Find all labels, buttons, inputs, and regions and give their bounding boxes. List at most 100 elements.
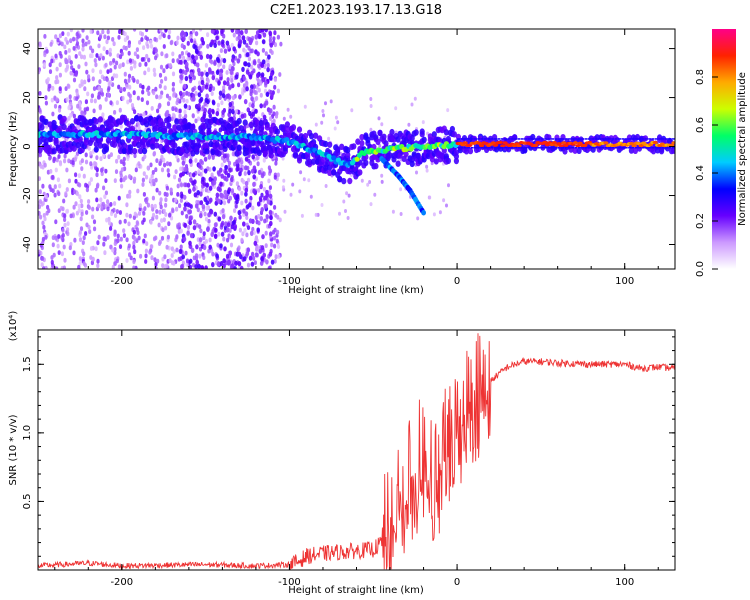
heat-cell [127,91,131,97]
heat-cell [272,104,276,110]
heat-cell [57,154,61,159]
heat-cell [208,237,212,243]
heat-cell [239,29,244,36]
heat-cell [123,37,127,43]
heat-cell [267,54,271,60]
heat-cell [66,31,70,37]
heat-cell [223,194,228,200]
heat-cell [360,178,364,183]
heat-cell [128,98,132,103]
heat-cell [217,216,222,222]
heat-cell [234,74,239,80]
heat-cell [632,147,639,154]
heat-cell [252,230,256,236]
heat-cell [96,30,100,36]
heat-cell [126,59,130,65]
heat-cell [74,172,78,178]
heat-cell [89,161,93,167]
heat-cell [307,158,313,166]
heat-cell [204,238,208,244]
heat-cell [194,31,199,37]
heat-cell [94,165,98,171]
heat-cell [179,59,183,65]
heat-cell [129,118,136,125]
heat-cell [154,142,160,149]
heat-cell [115,158,119,164]
heat-cell [256,161,260,167]
heat-cell [163,85,167,91]
heat-cell [149,244,153,250]
heat-cell [185,67,190,73]
x-tick-label: 100 [615,276,634,287]
heat-cell [96,240,100,246]
heat-cell [44,95,48,100]
heat-cell [38,147,43,154]
heat-cell [69,29,73,33]
heat-cell [270,92,274,98]
heat-cell [188,158,193,164]
heat-cell [273,84,277,90]
heat-cell [143,70,147,76]
colorbar-tick-label: 0.4 [695,165,706,181]
heat-cell [171,81,175,87]
heat-cell [377,129,383,137]
heat-cell [206,78,210,84]
heat-cell [575,144,581,148]
heat-cell [58,161,63,167]
heat-cell [158,239,162,245]
heat-cell [133,211,137,217]
heat-cell [161,263,165,268]
heat-cell [183,31,187,37]
heat-cell [233,224,238,230]
heat-cell [190,150,196,157]
heat-cell [108,51,112,57]
heat-cell [658,147,662,149]
heat-cell [631,138,635,140]
heat-cell [345,191,349,196]
heat-cell [97,122,101,127]
heat-cell [200,116,206,123]
heat-cell [276,34,280,40]
heat-cell [143,206,147,212]
heat-cell [239,265,244,269]
heat-cell [90,165,94,170]
heat-cell [243,99,248,105]
heat-cell [222,153,227,159]
heat-cell [258,248,263,254]
heat-cell [313,132,319,139]
heat-cell [104,190,108,196]
heat-cell [136,54,140,59]
heat-cell [594,147,598,149]
heat-cell [158,72,163,78]
heat-cell [581,138,585,140]
heat-cell [567,138,571,140]
snr-scale-label: (x10⁴) [8,311,19,342]
heat-cell [65,187,69,192]
heat-cell [355,138,361,145]
heat-cell [182,118,188,125]
heat-cell [81,29,85,33]
heat-cell [73,157,77,162]
heat-cell [67,48,71,53]
heat-cell [97,116,103,123]
heat-cell [50,58,54,64]
heat-cell [197,116,201,122]
heat-cell [274,113,279,119]
heat-cell [71,160,75,166]
x-tick-label: -200 [110,276,133,287]
heat-cell [150,203,154,209]
heat-cell [126,156,130,162]
heat-cell [105,217,109,223]
heat-cell [558,144,564,148]
heat-cell [191,262,196,268]
heat-cell [211,100,216,106]
heat-cell [151,195,155,201]
heat-cell [179,228,183,234]
heat-cell [128,193,132,199]
heat-cell [242,221,246,227]
heat-cell [53,192,57,198]
heat-cell [178,90,183,96]
heat-cell [415,170,418,175]
heat-cell [82,235,86,241]
heat-cell [480,138,484,140]
